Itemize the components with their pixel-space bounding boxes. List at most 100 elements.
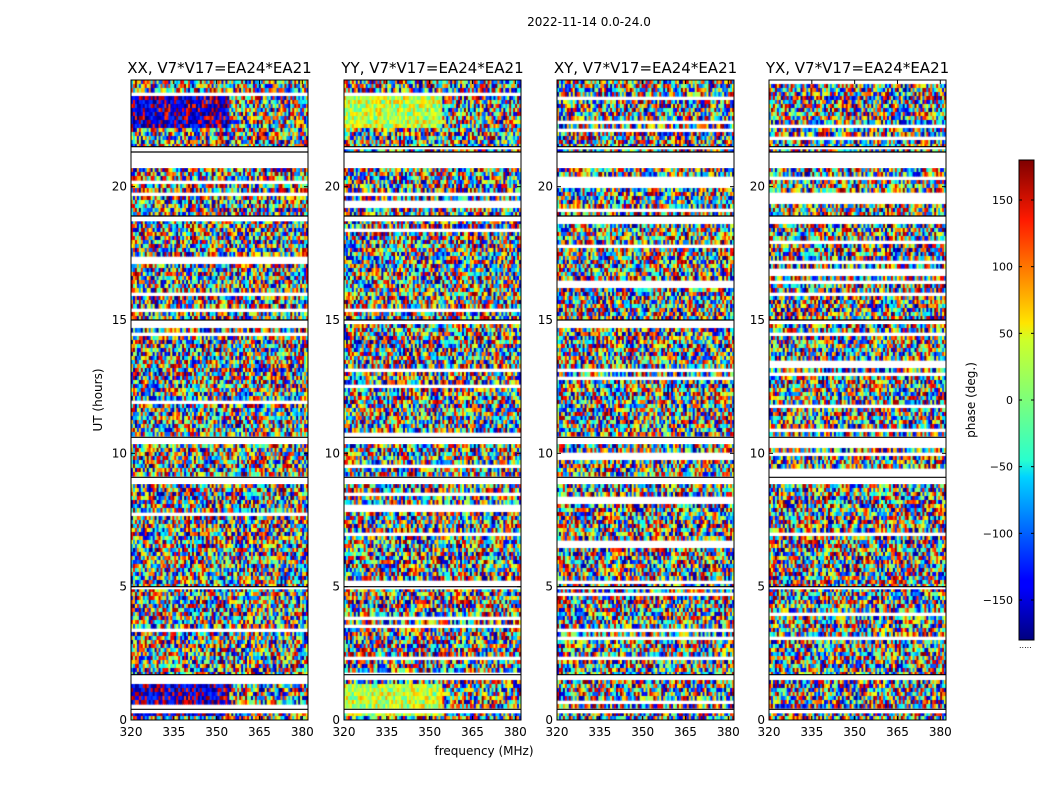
figure-title: 2022-11-14 0.0-24.0 bbox=[527, 15, 651, 29]
x-tick-label: 335 bbox=[588, 725, 611, 739]
panel-title-2: XY, V7*V17=EA24*EA21 bbox=[554, 59, 737, 77]
colorbar-tick-label: −50 bbox=[990, 461, 1013, 474]
panel-frame-2 bbox=[556, 79, 735, 721]
blank-band-1-1 bbox=[344, 152, 521, 168]
y-tick-label: 5 bbox=[757, 580, 765, 594]
x-tick-label: 380 bbox=[717, 725, 740, 739]
x-tick-label: 380 bbox=[291, 725, 314, 739]
x-tick-label: 365 bbox=[886, 725, 909, 739]
blank-band-2-7 bbox=[557, 674, 734, 679]
colorbar-tick-label: −100 bbox=[983, 527, 1013, 540]
x-tick-label: 320 bbox=[120, 725, 143, 739]
colorbar-tick-label: 50 bbox=[999, 327, 1013, 340]
x-tick-label: 380 bbox=[504, 725, 527, 739]
x-tick-label: 350 bbox=[418, 725, 441, 739]
blank-band-3-1 bbox=[769, 152, 946, 168]
y-tick-label: 10 bbox=[750, 446, 765, 460]
y-tick-label: 5 bbox=[545, 580, 553, 594]
blank-band-1-0 bbox=[344, 146, 521, 150]
y-tick-label: 0 bbox=[757, 713, 765, 727]
y-tick-label: 20 bbox=[112, 180, 127, 194]
blank-band-3-6 bbox=[769, 586, 946, 590]
y-tick-label: 20 bbox=[750, 180, 765, 194]
blank-band-3-5 bbox=[769, 477, 946, 484]
y-tick-label: 0 bbox=[545, 713, 553, 727]
blank-band-1-3 bbox=[344, 320, 521, 324]
colorbar: ..... phase (deg.) 150 100 50 0 −50 −100 −150 bbox=[964, 159, 1035, 650]
blank-band-2-3 bbox=[557, 320, 734, 324]
phase-heatmap-3 bbox=[769, 80, 946, 720]
panel-title-0: XX, V7*V17=EA24*EA21 bbox=[127, 59, 311, 77]
blank-band-0-4 bbox=[131, 437, 308, 444]
y-tick-label: 20 bbox=[325, 180, 340, 194]
x-tick-label: 350 bbox=[631, 725, 654, 739]
blank-band-3-7 bbox=[769, 674, 946, 679]
blank-band-1-6 bbox=[344, 586, 521, 590]
blank-band-3-4 bbox=[769, 437, 946, 444]
phase-heatmap-1 bbox=[344, 80, 521, 720]
blank-band-0-8 bbox=[131, 709, 308, 714]
blank-band-3-0 bbox=[769, 146, 946, 150]
x-tick-label: 365 bbox=[674, 725, 697, 739]
blank-band-1-4 bbox=[344, 437, 521, 444]
blank-band-2-6 bbox=[557, 586, 734, 590]
blank-band-0-0 bbox=[131, 146, 308, 150]
panel-frame-1 bbox=[343, 79, 522, 721]
phase-heatmap-0 bbox=[131, 80, 308, 720]
panel-1: YY, V7*V17=EA24*EA21 320 335 350 365 380 0 5 10 1… bbox=[325, 59, 527, 739]
y-tick-label: 15 bbox=[750, 313, 765, 327]
blank-band-1-5 bbox=[344, 477, 521, 484]
x-tick-label: 335 bbox=[800, 725, 823, 739]
x-tick-label: 335 bbox=[375, 725, 398, 739]
panel-title-1: YY, V7*V17=EA24*EA21 bbox=[340, 59, 523, 77]
blank-band-1-8 bbox=[344, 709, 521, 714]
x-tick-label: 335 bbox=[162, 725, 185, 739]
y-axis-label: UT (hours) bbox=[91, 368, 105, 431]
y-tick-label: 10 bbox=[325, 446, 340, 460]
x-tick-label: 320 bbox=[546, 725, 569, 739]
y-tick-label: 15 bbox=[112, 313, 127, 327]
colorbar-label: phase (deg.) bbox=[964, 362, 978, 438]
blank-band-2-1 bbox=[557, 152, 734, 168]
y-tick-label: 10 bbox=[538, 446, 553, 460]
x-axis-label: frequency (MHz) bbox=[434, 744, 533, 758]
panel-title-3: YX, V7*V17=EA24*EA21 bbox=[765, 59, 949, 77]
blank-band-0-7 bbox=[131, 674, 308, 679]
blank-band-0-3 bbox=[131, 320, 308, 324]
y-tick-label: 15 bbox=[325, 313, 340, 327]
blank-band-0-5 bbox=[131, 477, 308, 484]
blank-band-2-0 bbox=[557, 146, 734, 150]
blank-band-0-2 bbox=[131, 216, 308, 222]
blank-band-2-8 bbox=[557, 709, 734, 714]
panel-frame-0 bbox=[130, 79, 309, 721]
panel-3: YX, V7*V17=EA24*EA21 320 335 350 365 380 0 5 10 1… bbox=[750, 59, 952, 739]
y-tick-label: 5 bbox=[332, 580, 340, 594]
y-tick-label: 20 bbox=[538, 180, 553, 194]
blank-band-2-5 bbox=[557, 477, 734, 484]
panel-frame-3 bbox=[768, 79, 947, 721]
y-tick-label: 15 bbox=[538, 313, 553, 327]
x-tick-label: 365 bbox=[461, 725, 484, 739]
blank-band-0-1 bbox=[131, 152, 308, 168]
phase-heatmap-2 bbox=[557, 80, 734, 720]
y-tick-label: 10 bbox=[112, 446, 127, 460]
blank-band-2-2 bbox=[557, 216, 734, 222]
x-tick-label: 350 bbox=[205, 725, 228, 739]
panel-2: XY, V7*V17=EA24*EA21 320 335 350 365 380 0 5 10 1… bbox=[538, 59, 740, 739]
blank-band-1-2 bbox=[344, 216, 521, 222]
y-tick-label: 0 bbox=[119, 713, 127, 727]
y-tick-label: 0 bbox=[332, 713, 340, 727]
colorbar-tick-label: 150 bbox=[992, 194, 1013, 207]
x-tick-label: 320 bbox=[758, 725, 781, 739]
x-tick-label: 365 bbox=[248, 725, 271, 739]
colorbar-tick-label: 0 bbox=[1006, 394, 1013, 407]
x-tick-label: 320 bbox=[333, 725, 356, 739]
blank-band-3-8 bbox=[769, 709, 946, 714]
blank-band-2-4 bbox=[557, 437, 734, 444]
colorbar-tick-label: 100 bbox=[992, 261, 1013, 274]
x-tick-label: 380 bbox=[929, 725, 952, 739]
panel-0: XX, V7*V17=EA24*EA21 320 335 350 365 380 0 5 10 1… bbox=[112, 59, 314, 739]
blank-band-1-7 bbox=[344, 674, 521, 679]
blank-band-3-2 bbox=[769, 216, 946, 222]
